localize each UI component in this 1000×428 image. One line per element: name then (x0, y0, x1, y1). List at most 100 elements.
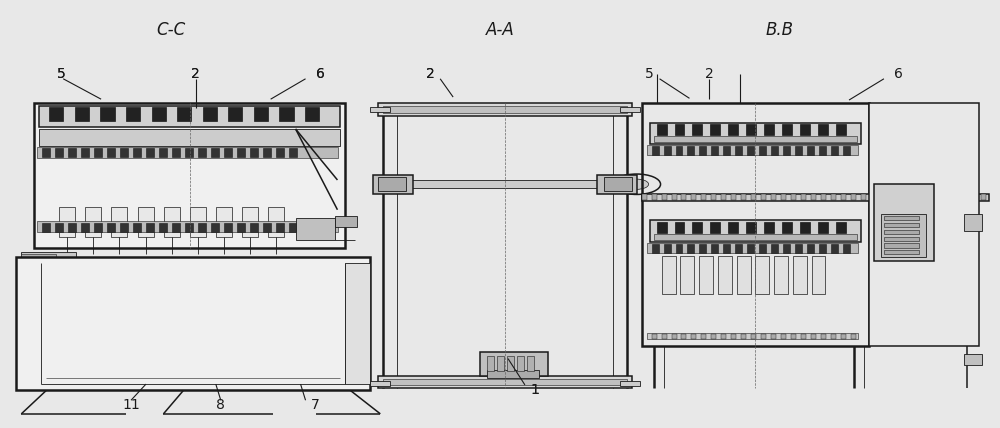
Text: 2: 2 (426, 67, 435, 80)
Bar (224, 223, 232, 232)
Bar (373, 175, 413, 193)
Bar (378, 376, 632, 388)
Bar (782, 222, 792, 233)
Circle shape (382, 178, 394, 182)
Bar (761, 334, 766, 339)
Bar (771, 146, 778, 155)
Bar (681, 334, 686, 339)
Bar (711, 146, 718, 155)
Bar (487, 370, 539, 378)
Bar (126, 107, 140, 121)
Bar (654, 234, 857, 240)
Bar (172, 148, 180, 158)
Bar (289, 223, 297, 232)
Bar (55, 223, 63, 232)
Bar (250, 223, 258, 232)
Bar (383, 378, 627, 385)
Bar (650, 220, 861, 242)
Bar (941, 194, 946, 200)
Bar (891, 194, 896, 200)
Bar (710, 222, 720, 233)
Bar (289, 148, 297, 158)
Bar (783, 244, 790, 253)
Text: 2: 2 (705, 67, 714, 80)
Bar (383, 107, 627, 113)
Bar (647, 145, 858, 155)
Bar (111, 207, 127, 238)
Bar (884, 216, 919, 220)
Bar (138, 207, 154, 238)
Bar (901, 194, 906, 200)
Bar (836, 222, 846, 233)
Bar (819, 146, 826, 155)
Bar (981, 194, 986, 200)
Bar (657, 222, 667, 233)
Bar (771, 194, 776, 200)
Bar (723, 244, 730, 253)
Bar (133, 148, 141, 158)
Bar (961, 194, 966, 200)
Bar (781, 334, 786, 339)
Bar (851, 194, 856, 200)
Bar (107, 223, 115, 232)
Bar (795, 146, 802, 155)
Bar (861, 194, 866, 200)
Bar (881, 214, 926, 256)
Bar (276, 223, 284, 232)
Circle shape (616, 186, 628, 191)
Bar (884, 250, 919, 254)
Bar (100, 107, 115, 121)
Bar (728, 124, 738, 135)
Bar (692, 222, 702, 233)
Bar (37, 147, 338, 158)
Bar (735, 146, 742, 155)
Bar (884, 237, 919, 241)
Text: B.B: B.B (765, 21, 793, 39)
Bar (652, 334, 657, 339)
Text: 2: 2 (191, 67, 200, 80)
Bar (731, 194, 736, 200)
Bar (843, 244, 850, 253)
Text: 2: 2 (426, 67, 435, 80)
Bar (203, 107, 217, 121)
Bar (42, 223, 50, 232)
Bar (759, 146, 766, 155)
Bar (675, 124, 684, 135)
Bar (755, 256, 769, 294)
Bar (735, 244, 742, 253)
Text: 6: 6 (894, 67, 903, 80)
Bar (49, 107, 63, 121)
Bar (185, 148, 193, 158)
Bar (747, 244, 754, 253)
Bar (699, 244, 706, 253)
Bar (699, 146, 706, 155)
Bar (647, 333, 858, 339)
Bar (971, 194, 976, 200)
Bar (81, 223, 89, 232)
Bar (774, 256, 788, 294)
Bar (164, 207, 180, 238)
Bar (818, 124, 828, 135)
Bar (26, 272, 44, 279)
Bar (335, 216, 357, 227)
Bar (793, 256, 807, 294)
Bar (675, 222, 684, 233)
Bar (620, 107, 640, 112)
Bar (871, 194, 876, 200)
Bar (654, 136, 857, 142)
Bar (487, 357, 494, 372)
Bar (819, 244, 826, 253)
Bar (751, 194, 756, 200)
Text: A-A: A-A (486, 21, 514, 39)
Bar (85, 207, 101, 238)
Text: 6: 6 (316, 67, 325, 80)
Bar (791, 194, 796, 200)
Bar (159, 148, 167, 158)
Bar (711, 194, 716, 200)
Bar (818, 222, 828, 233)
Bar (843, 146, 850, 155)
Text: 5: 5 (57, 67, 66, 80)
Bar (597, 175, 637, 193)
Bar (723, 146, 730, 155)
Bar (721, 334, 726, 339)
